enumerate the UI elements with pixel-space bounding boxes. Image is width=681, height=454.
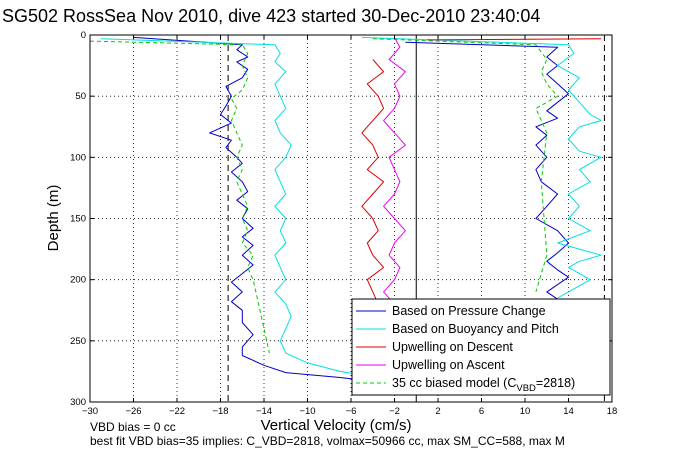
x-axis-label: Vertical Velocity (cm/s) [261, 417, 412, 434]
legend-label: Based on Pressure Change [392, 304, 546, 318]
y-tick-label: 0 [81, 30, 86, 41]
legend-label: 35 cc biased model (CVBD=2818) [392, 376, 575, 394]
y-tick-label: 200 [70, 275, 86, 286]
series-line-1 [100, 38, 362, 376]
legend-label: Based on Buoyancy and Pitch [392, 322, 559, 336]
x-tick-label: 14 [563, 406, 574, 417]
series-line-3 [383, 37, 406, 329]
series-line-2 [361, 59, 385, 342]
x-axis: −30 −26 −22 −18 −14 −10 −6 −2 2 6 10 14 18 [82, 35, 617, 417]
series-layer [89, 36, 602, 381]
y-axis: 0 50 100 150 200 250 300 [70, 30, 612, 408]
x-tick-label: −18 [212, 406, 228, 417]
x-tick-label: −26 [125, 406, 141, 417]
chart-title: SG502 RossSea Nov 2010, dive 423 started… [2, 6, 540, 26]
series-line-0 [133, 36, 362, 381]
annotation-vbd-bias: VBD bias = 0 cc [90, 420, 176, 434]
x-tick-label: −10 [299, 406, 315, 417]
legend: Based on Pressure Change Based on Buoyanc… [351, 298, 611, 396]
series-line-4 [372, 38, 559, 293]
y-tick-label: 300 [70, 397, 86, 408]
x-tick-label: −30 [82, 406, 98, 417]
x-tick-label: 18 [607, 406, 618, 417]
y-axis-label: Depth (m) [45, 185, 62, 252]
y-tick-label: 50 [75, 91, 86, 102]
series-line-0 [405, 41, 569, 300]
x-tick-label: −2 [389, 406, 400, 417]
x-tick-label: 10 [520, 406, 531, 417]
x-tick-label: 2 [435, 406, 440, 417]
legend-label: Upwelling on Descent [392, 340, 513, 354]
series-line-4 [89, 40, 270, 354]
y-tick-label: 250 [70, 336, 86, 347]
series-line-2 [427, 38, 602, 41]
annotation-best-fit: best fit VBD bias=35 implies: C_VBD=2818… [90, 434, 565, 448]
x-tick-label: −14 [256, 406, 272, 417]
legend-box [351, 298, 611, 396]
legend-label: Upwelling on Ascent [392, 358, 505, 372]
y-tick-label: 150 [70, 214, 86, 225]
series-line-1 [361, 36, 602, 299]
x-tick-label: 6 [479, 406, 484, 417]
x-tick-label: −6 [346, 406, 357, 417]
grid [90, 35, 612, 402]
x-tick-label: −22 [169, 406, 185, 417]
y-tick-label: 100 [70, 152, 86, 163]
